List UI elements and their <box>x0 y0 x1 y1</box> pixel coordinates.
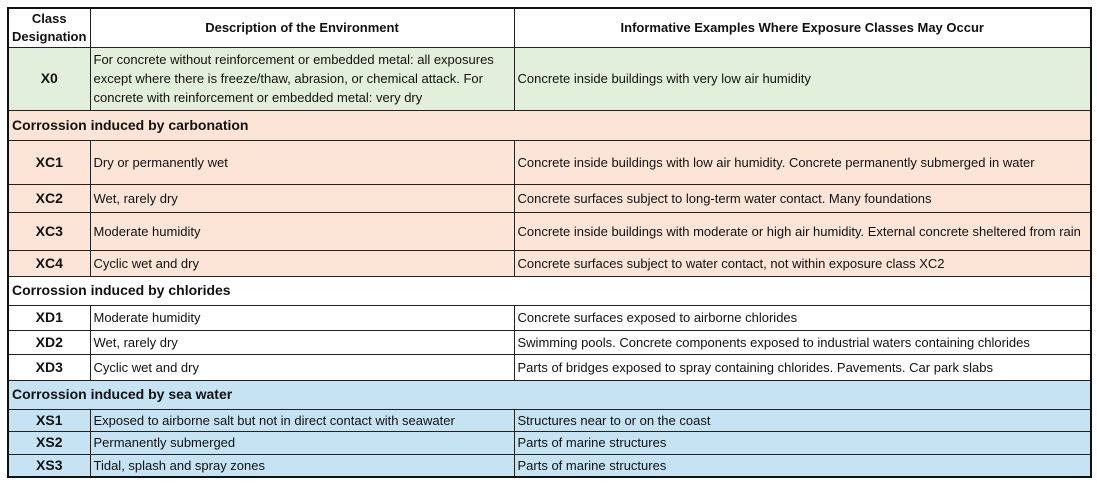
examples-cell: Parts of marine structures <box>513 453 1092 478</box>
class-designation: XC3 <box>7 211 91 251</box>
table-row: X0 For concrete without reinforcement or … <box>7 46 1092 111</box>
description-cell: Cyclic wet and dry <box>89 249 515 277</box>
examples-cell: Parts of marine structures <box>513 430 1092 455</box>
table-row: XC1 Dry or permanently wet Concrete inside… <box>7 139 1092 185</box>
description-cell: Permanently submerged <box>89 430 515 455</box>
table-row: XC2 Wet, rarely dry Concrete surfaces subj… <box>7 183 1092 213</box>
class-designation: X0 <box>7 46 91 111</box>
examples-cell: Parts of bridges exposed to spray contai… <box>513 353 1092 381</box>
section-row: Corrossion induced by sea water <box>7 379 1092 410</box>
section-label: Corrossion induced by chlorides <box>7 275 1092 306</box>
description-cell: Exposed to airborne salt but not in dire… <box>89 408 515 432</box>
description-cell: Wet, rarely dry <box>89 329 515 355</box>
table-row: XS2 Permanently submerged Parts of marine … <box>7 430 1092 455</box>
table-row: XS3 Tidal, splash and spray zones Parts of… <box>7 453 1092 478</box>
class-designation: XD3 <box>7 353 91 381</box>
examples-cell: Concrete surfaces subject to water conta… <box>513 249 1092 277</box>
header-row: Class Designation Description of the Env… <box>7 7 1092 48</box>
table-row: XD2 Wet, rarely dry Swimming pools. Concre… <box>7 329 1092 355</box>
examples-cell: Concrete surfaces subject to long-term w… <box>513 183 1092 213</box>
description-cell: Cyclic wet and dry <box>89 353 515 381</box>
section-label: Corrossion induced by sea water <box>7 379 1092 410</box>
class-designation: XC4 <box>7 249 91 277</box>
header-class: Class Designation <box>7 7 91 48</box>
description-cell: Dry or permanently wet <box>89 139 515 185</box>
table-row: XC3 Moderate humidity Concrete inside buil… <box>7 211 1092 251</box>
table-row: XC4 Cyclic wet and dry Concrete surfaces s… <box>7 249 1092 277</box>
examples-cell: Concrete inside buildings with very low … <box>513 46 1092 111</box>
description-cell: Moderate humidity <box>89 211 515 251</box>
examples-cell: Concrete inside buildings with moderate … <box>513 211 1092 251</box>
description-cell: For concrete without reinforcement or em… <box>89 46 515 111</box>
class-designation: XS2 <box>7 430 91 455</box>
class-designation: XS1 <box>7 408 91 432</box>
exposure-classes-table: Class Designation Description of the Env… <box>7 7 1092 478</box>
description-cell: Moderate humidity <box>89 304 515 331</box>
examples-cell: Structures near to or on the coast <box>513 408 1092 432</box>
table-row: XD3 Cyclic wet and dry Parts of bridges ex… <box>7 353 1092 381</box>
section-row: Corrossion induced by carbonation <box>7 109 1092 141</box>
class-designation: XC1 <box>7 139 91 185</box>
examples-cell: Concrete inside buildings with low air h… <box>513 139 1092 185</box>
description-cell: Wet, rarely dry <box>89 183 515 213</box>
examples-cell: Swimming pools. Concrete components expo… <box>513 329 1092 355</box>
section-label: Corrossion induced by carbonation <box>7 109 1092 141</box>
class-designation: XS3 <box>7 453 91 478</box>
header-description: Description of the Environment <box>89 7 515 48</box>
description-cell: Tidal, splash and spray zones <box>89 453 515 478</box>
examples-cell: Concrete surfaces exposed to airborne ch… <box>513 304 1092 331</box>
header-examples: Informative Examples Where Exposure Clas… <box>513 7 1092 48</box>
class-designation: XD1 <box>7 304 91 331</box>
class-designation: XD2 <box>7 329 91 355</box>
section-row: Corrossion induced by chlorides <box>7 275 1092 306</box>
table-row: XD1 Moderate humidity Concrete surfaces ex… <box>7 304 1092 331</box>
table-row: XS1 Exposed to airborne salt but not in d… <box>7 408 1092 432</box>
class-designation: XC2 <box>7 183 91 213</box>
